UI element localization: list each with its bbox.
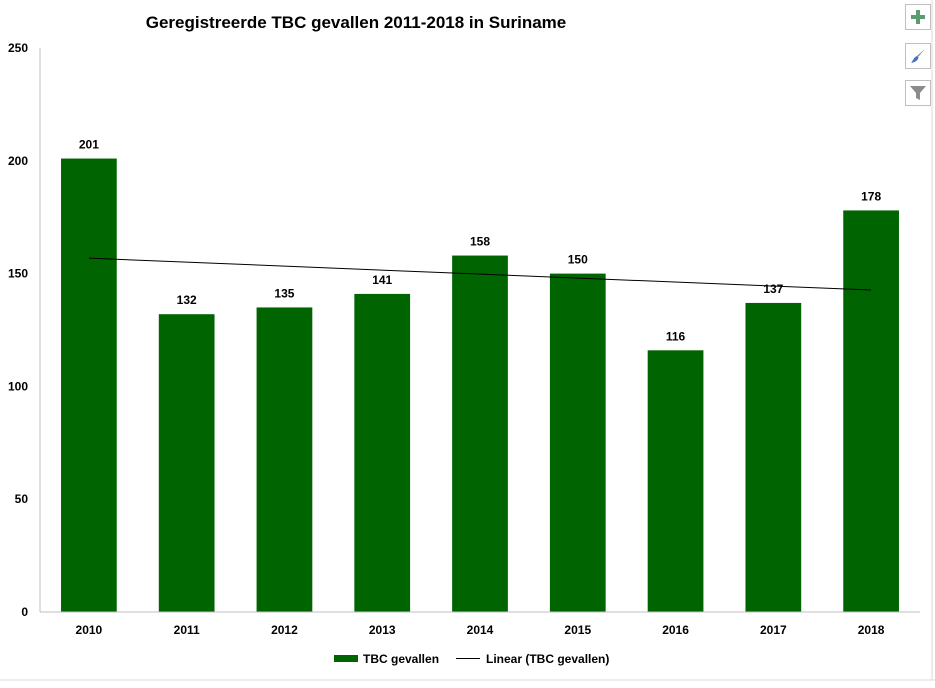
trendline	[88, 257, 872, 291]
bar	[354, 293, 411, 612]
data-label: 135	[274, 286, 294, 300]
bar	[647, 350, 704, 612]
trendline-group	[88, 257, 872, 291]
y-tick-label: 250	[8, 41, 28, 55]
legend-swatch-tbc	[334, 655, 358, 662]
data-label: 116	[666, 329, 686, 343]
x-tick-label: 2018	[858, 623, 885, 637]
y-axis: 0 50 100 150 200 250	[8, 41, 41, 619]
y-tick-label: 100	[8, 379, 28, 393]
x-tick-label: 2016	[662, 623, 689, 637]
bar	[158, 314, 215, 612]
y-tick-label: 50	[15, 492, 29, 506]
data-label: 158	[470, 235, 490, 249]
x-tick-label: 2014	[467, 623, 494, 637]
data-label: 137	[763, 282, 783, 296]
legend-label-tbc: TBC gevallen	[363, 652, 439, 666]
chart-elements-button[interactable]	[905, 4, 931, 30]
x-tick-label: 2017	[760, 623, 787, 637]
chart-title: Geregistreerde TBC gevallen 2011-2018 in…	[146, 13, 566, 32]
chart-styles-button[interactable]	[905, 43, 931, 69]
chart-filters-button[interactable]	[905, 80, 931, 106]
x-tick-label: 2010	[76, 623, 103, 637]
bar	[61, 158, 117, 612]
data-label: 132	[177, 293, 197, 307]
legend-label-trendline: Linear (TBC gevallen)	[486, 652, 609, 666]
funnel-icon	[910, 86, 926, 100]
data-labels: 201 132 135 141 158 150 116 137 178	[79, 138, 882, 344]
x-tick-label: 2012	[271, 623, 298, 637]
plus-icon	[911, 10, 925, 24]
data-label: 201	[79, 138, 99, 152]
data-label: 150	[568, 253, 588, 267]
legend: TBC gevallen Linear (TBC gevallen)	[334, 652, 609, 666]
paintbrush-icon	[911, 49, 925, 63]
x-axis: 2010 2011 2012 2013 2014 2015 2016 2017 2018	[40, 611, 920, 637]
bar	[452, 255, 508, 612]
x-tick-label: 2015	[564, 623, 591, 637]
data-label: 178	[861, 189, 881, 203]
bar	[745, 302, 802, 612]
y-tick-label: 200	[8, 154, 28, 168]
y-tick-label: 150	[8, 267, 28, 281]
x-tick-label: 2011	[174, 623, 200, 637]
bar	[549, 273, 606, 612]
data-label: 141	[372, 273, 392, 287]
bar	[843, 210, 899, 612]
x-tick-label: 2013	[369, 623, 396, 637]
bar-series	[61, 158, 899, 612]
bar	[256, 307, 313, 612]
y-tick-label: 0	[21, 605, 28, 619]
